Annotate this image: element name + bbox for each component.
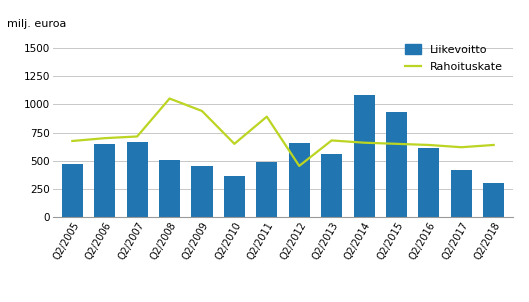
- Bar: [321, 154, 342, 217]
- Bar: [62, 164, 83, 217]
- Legend: Liikevoitto, Rahoituskate: Liikevoitto, Rahoituskate: [400, 40, 507, 76]
- Bar: [289, 143, 310, 217]
- Text: milj. euroa: milj. euroa: [7, 19, 66, 29]
- Bar: [451, 170, 472, 217]
- Bar: [126, 142, 148, 217]
- Bar: [191, 166, 213, 217]
- Bar: [256, 162, 277, 217]
- Bar: [159, 160, 180, 217]
- Bar: [418, 148, 440, 217]
- Bar: [94, 144, 115, 217]
- Bar: [224, 175, 245, 217]
- Bar: [386, 112, 407, 217]
- Bar: [483, 183, 504, 217]
- Bar: [353, 95, 375, 217]
